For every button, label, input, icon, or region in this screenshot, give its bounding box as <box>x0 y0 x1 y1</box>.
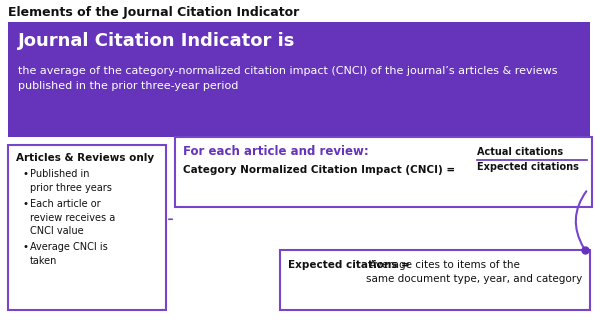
Text: Average cites to items of the
same document type, year, and category: Average cites to items of the same docum… <box>366 260 582 284</box>
Text: Articles & Reviews only: Articles & Reviews only <box>16 153 154 163</box>
Text: •: • <box>22 169 28 179</box>
Text: Actual citations: Actual citations <box>477 147 563 157</box>
Text: Journal Citation Indicator is: Journal Citation Indicator is <box>18 32 295 50</box>
Text: Published in
prior three years: Published in prior three years <box>30 169 112 193</box>
Text: Category Normalized Citation Impact (CNCI) =: Category Normalized Citation Impact (CNC… <box>183 165 455 175</box>
Text: Each article or
review receives a
CNCI value: Each article or review receives a CNCI v… <box>30 199 115 236</box>
Bar <box>8 145 166 310</box>
Text: the average of the category-normalized citation impact (CNCI) of the journal’s a: the average of the category-normalized c… <box>18 66 557 91</box>
Text: Expected citations =: Expected citations = <box>288 260 410 270</box>
Text: •: • <box>22 243 28 252</box>
FancyArrowPatch shape <box>576 191 586 248</box>
Bar <box>8 22 590 137</box>
Text: For each article and review:: For each article and review: <box>183 145 369 158</box>
Text: •: • <box>22 199 28 209</box>
Bar <box>175 137 592 207</box>
Text: Expected citations: Expected citations <box>477 162 579 172</box>
Text: Elements of the Journal Citation Indicator: Elements of the Journal Citation Indicat… <box>8 6 299 19</box>
Text: Average CNCI is
taken: Average CNCI is taken <box>30 243 108 266</box>
Bar <box>280 250 590 310</box>
